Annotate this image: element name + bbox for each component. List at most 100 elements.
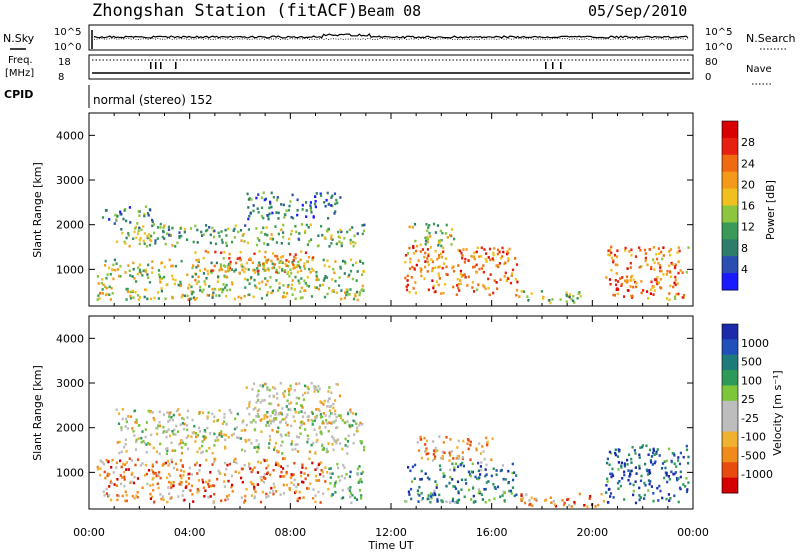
scatter-cell (273, 387, 277, 390)
scatter-cell (263, 473, 266, 476)
colorbar-tick-label: 28 (741, 136, 755, 149)
scatter-cell (434, 446, 437, 450)
scatter-cell (328, 405, 331, 408)
scatter-cell (434, 290, 437, 293)
scatter-cell (334, 202, 337, 206)
scatter-cell (269, 237, 272, 241)
scatter-cell (130, 480, 133, 484)
scatter-cell (487, 480, 490, 483)
scatter-cell (485, 463, 488, 467)
scatter-cell (306, 391, 310, 395)
scatter-cell (168, 415, 171, 418)
scatter-cell (573, 502, 576, 506)
scatter-cell (306, 487, 309, 490)
scatter-cell (315, 278, 318, 282)
scatter-cell (662, 246, 665, 249)
scatter-cell (431, 279, 434, 282)
scatter-cell (225, 467, 228, 471)
scatter-cell (687, 455, 690, 459)
scatter-cell (409, 469, 412, 473)
scatter-cell (102, 283, 105, 287)
scatter-cell (166, 447, 169, 450)
scatter-cell (257, 415, 260, 418)
scatter-cell (166, 429, 169, 433)
scatter-cell (529, 502, 532, 506)
scatter-cell (152, 476, 155, 480)
scatter-cell (283, 213, 287, 216)
scatter-cell (186, 416, 189, 419)
scatter-cell (261, 399, 264, 402)
scatter-cell (606, 501, 610, 504)
scatter-cell (646, 263, 649, 267)
scatter-cell (265, 382, 268, 386)
scatter-cell (345, 288, 348, 291)
scatter-cell (474, 475, 477, 479)
scatter-cell (218, 409, 221, 412)
scatter-cell (436, 257, 439, 261)
scatter-cell (233, 459, 236, 462)
scatter-cell (430, 258, 433, 261)
scatter-cell (231, 490, 234, 493)
scatter-cell (511, 272, 514, 275)
scatter-cell (351, 493, 354, 497)
scatter-cell (257, 389, 260, 393)
colorbar-swatch (722, 370, 738, 386)
scatter-cell (330, 391, 333, 395)
scatter-cell (244, 438, 247, 442)
scatter-cell (426, 235, 429, 239)
scatter-cell (478, 490, 481, 494)
scatter-cell (656, 486, 659, 490)
scatter-cell (549, 496, 552, 499)
scatter-cell (331, 194, 334, 198)
scatter-cell (484, 487, 487, 491)
scatter-cell (202, 272, 205, 275)
scatter-cell (233, 227, 236, 231)
scatter-cell (617, 280, 620, 283)
scatter-cell (283, 395, 286, 398)
scatter-cell (280, 203, 283, 206)
scatter-cell (183, 230, 186, 234)
scatter-cell (449, 476, 452, 479)
scatter-cell (349, 491, 353, 495)
scatter-cell (203, 280, 206, 283)
scatter-cell (171, 226, 174, 230)
scatter-cell (651, 286, 654, 289)
scatter-cell (280, 470, 283, 474)
scatter-cell (457, 286, 460, 290)
scatter-cell (456, 465, 460, 468)
scatter-cell (325, 419, 328, 422)
scatter-cell (195, 282, 198, 285)
scatter-cell (196, 228, 199, 232)
scatter-cell (480, 255, 483, 258)
scatter-cell (272, 468, 275, 472)
scatter-cell (306, 276, 309, 279)
scatter-cell (116, 478, 119, 481)
scatter-cell (466, 442, 469, 446)
scatter-cell (277, 211, 280, 215)
colorbar-swatch (722, 273, 738, 291)
scatter-cell (299, 258, 302, 262)
scatter-cell (640, 291, 643, 295)
nsky-tick-top: 10^5 (54, 27, 81, 38)
scatter-cell (237, 295, 240, 299)
scatter-cell (281, 269, 284, 272)
scatter-cell (452, 269, 456, 273)
scatter-cell (475, 448, 478, 452)
scatter-cell (203, 495, 206, 498)
scatter-cell (166, 500, 169, 504)
scatter-cell (121, 408, 124, 411)
scatter-cell (551, 298, 554, 301)
scatter-cell (484, 257, 487, 261)
scatter-cell (330, 204, 333, 207)
scatter-cell (608, 450, 611, 454)
scatter-cell (436, 224, 440, 227)
scatter-cell (125, 417, 128, 421)
scatter-cell (155, 450, 158, 454)
scatter-cell (458, 457, 461, 460)
scatter-cell (172, 484, 175, 487)
scatter-cell (223, 275, 226, 279)
scatter-cell (448, 451, 451, 455)
scatter-cell (640, 265, 643, 268)
scatter-cell (674, 265, 677, 268)
scatter-cell (475, 250, 478, 254)
